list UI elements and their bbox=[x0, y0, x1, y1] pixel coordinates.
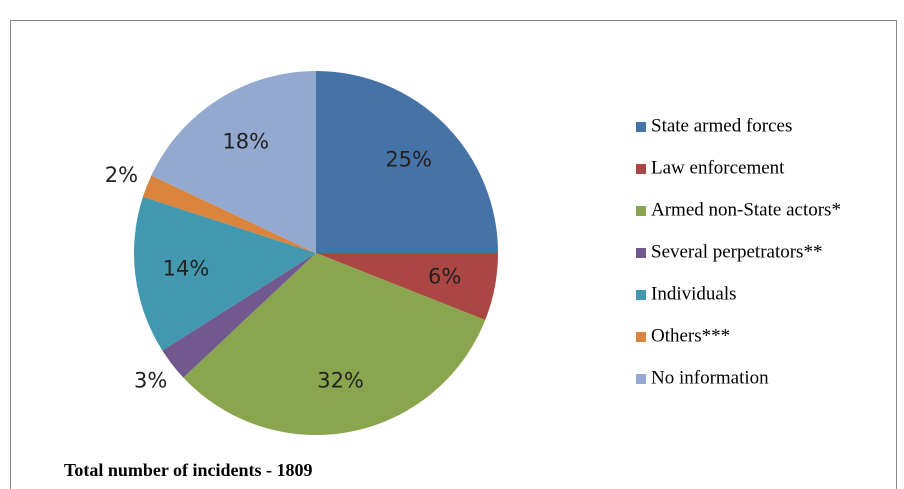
legend-swatch bbox=[636, 374, 646, 384]
legend-label: No information bbox=[651, 367, 769, 388]
pie-slice bbox=[183, 253, 486, 436]
legend-label: Several perpetrators** bbox=[651, 241, 822, 262]
data-label: 2% bbox=[105, 163, 138, 187]
legend-swatch bbox=[636, 248, 646, 258]
legend-swatch bbox=[636, 332, 646, 342]
data-label: 6% bbox=[428, 265, 461, 289]
chart-frame bbox=[10, 20, 897, 489]
legend-label: Individuals bbox=[651, 283, 737, 304]
legend-label: Others*** bbox=[651, 325, 730, 346]
data-label: 3% bbox=[134, 368, 167, 392]
legend-swatch bbox=[636, 164, 646, 174]
pie-slice bbox=[162, 253, 316, 378]
pie-slice bbox=[316, 71, 498, 253]
legend-label: Law enforcement bbox=[651, 157, 785, 178]
data-label: 25% bbox=[385, 147, 432, 171]
legend-label: Armed non-State actors* bbox=[651, 199, 841, 220]
pie-slice bbox=[151, 71, 316, 253]
pie-slice bbox=[316, 253, 498, 320]
legend-swatch bbox=[636, 290, 646, 300]
legend-swatch bbox=[636, 122, 646, 132]
legend-label: State armed forces bbox=[651, 115, 792, 136]
data-label: 18% bbox=[222, 129, 269, 153]
pie-slice bbox=[142, 175, 316, 253]
data-label: 32% bbox=[317, 369, 364, 393]
pie-slice bbox=[134, 196, 316, 351]
annotation: Total number of incidents - 1809 bbox=[64, 460, 313, 480]
data-label: 14% bbox=[163, 256, 210, 280]
legend-swatch bbox=[636, 206, 646, 216]
